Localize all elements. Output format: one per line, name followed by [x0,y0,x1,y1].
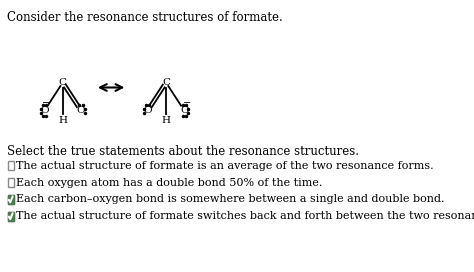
Text: Each carbon–oxygen bond is somewhere between a single and double bond.: Each carbon–oxygen bond is somewhere bet… [16,194,445,204]
Text: −: − [183,98,191,108]
Bar [8,161,14,170]
Text: O: O [77,106,85,115]
Bar [8,178,14,187]
Text: −: − [42,98,50,108]
Text: Select the true statements about the resonance structures.: Select the true statements about the res… [7,145,358,158]
Text: The actual structure of formate switches back and forth between the two resonanc: The actual structure of formate switches… [16,211,474,221]
Bar [8,212,14,221]
Bar [8,195,14,204]
Text: O: O [40,106,49,115]
Text: The actual structure of formate is an average of the two resonance forms.: The actual structure of formate is an av… [16,161,434,171]
Bar [8,195,14,204]
Bar [8,212,14,221]
Text: H: H [162,116,171,125]
Text: C: C [59,78,67,87]
Text: O: O [144,106,152,115]
Text: Consider the resonance structures of formate.: Consider the resonance structures of for… [7,11,283,24]
Text: H: H [58,116,67,125]
Text: C: C [162,78,170,87]
Text: Each oxygen atom has a double bond 50% of the time.: Each oxygen atom has a double bond 50% o… [16,178,323,187]
Text: O: O [180,106,189,115]
